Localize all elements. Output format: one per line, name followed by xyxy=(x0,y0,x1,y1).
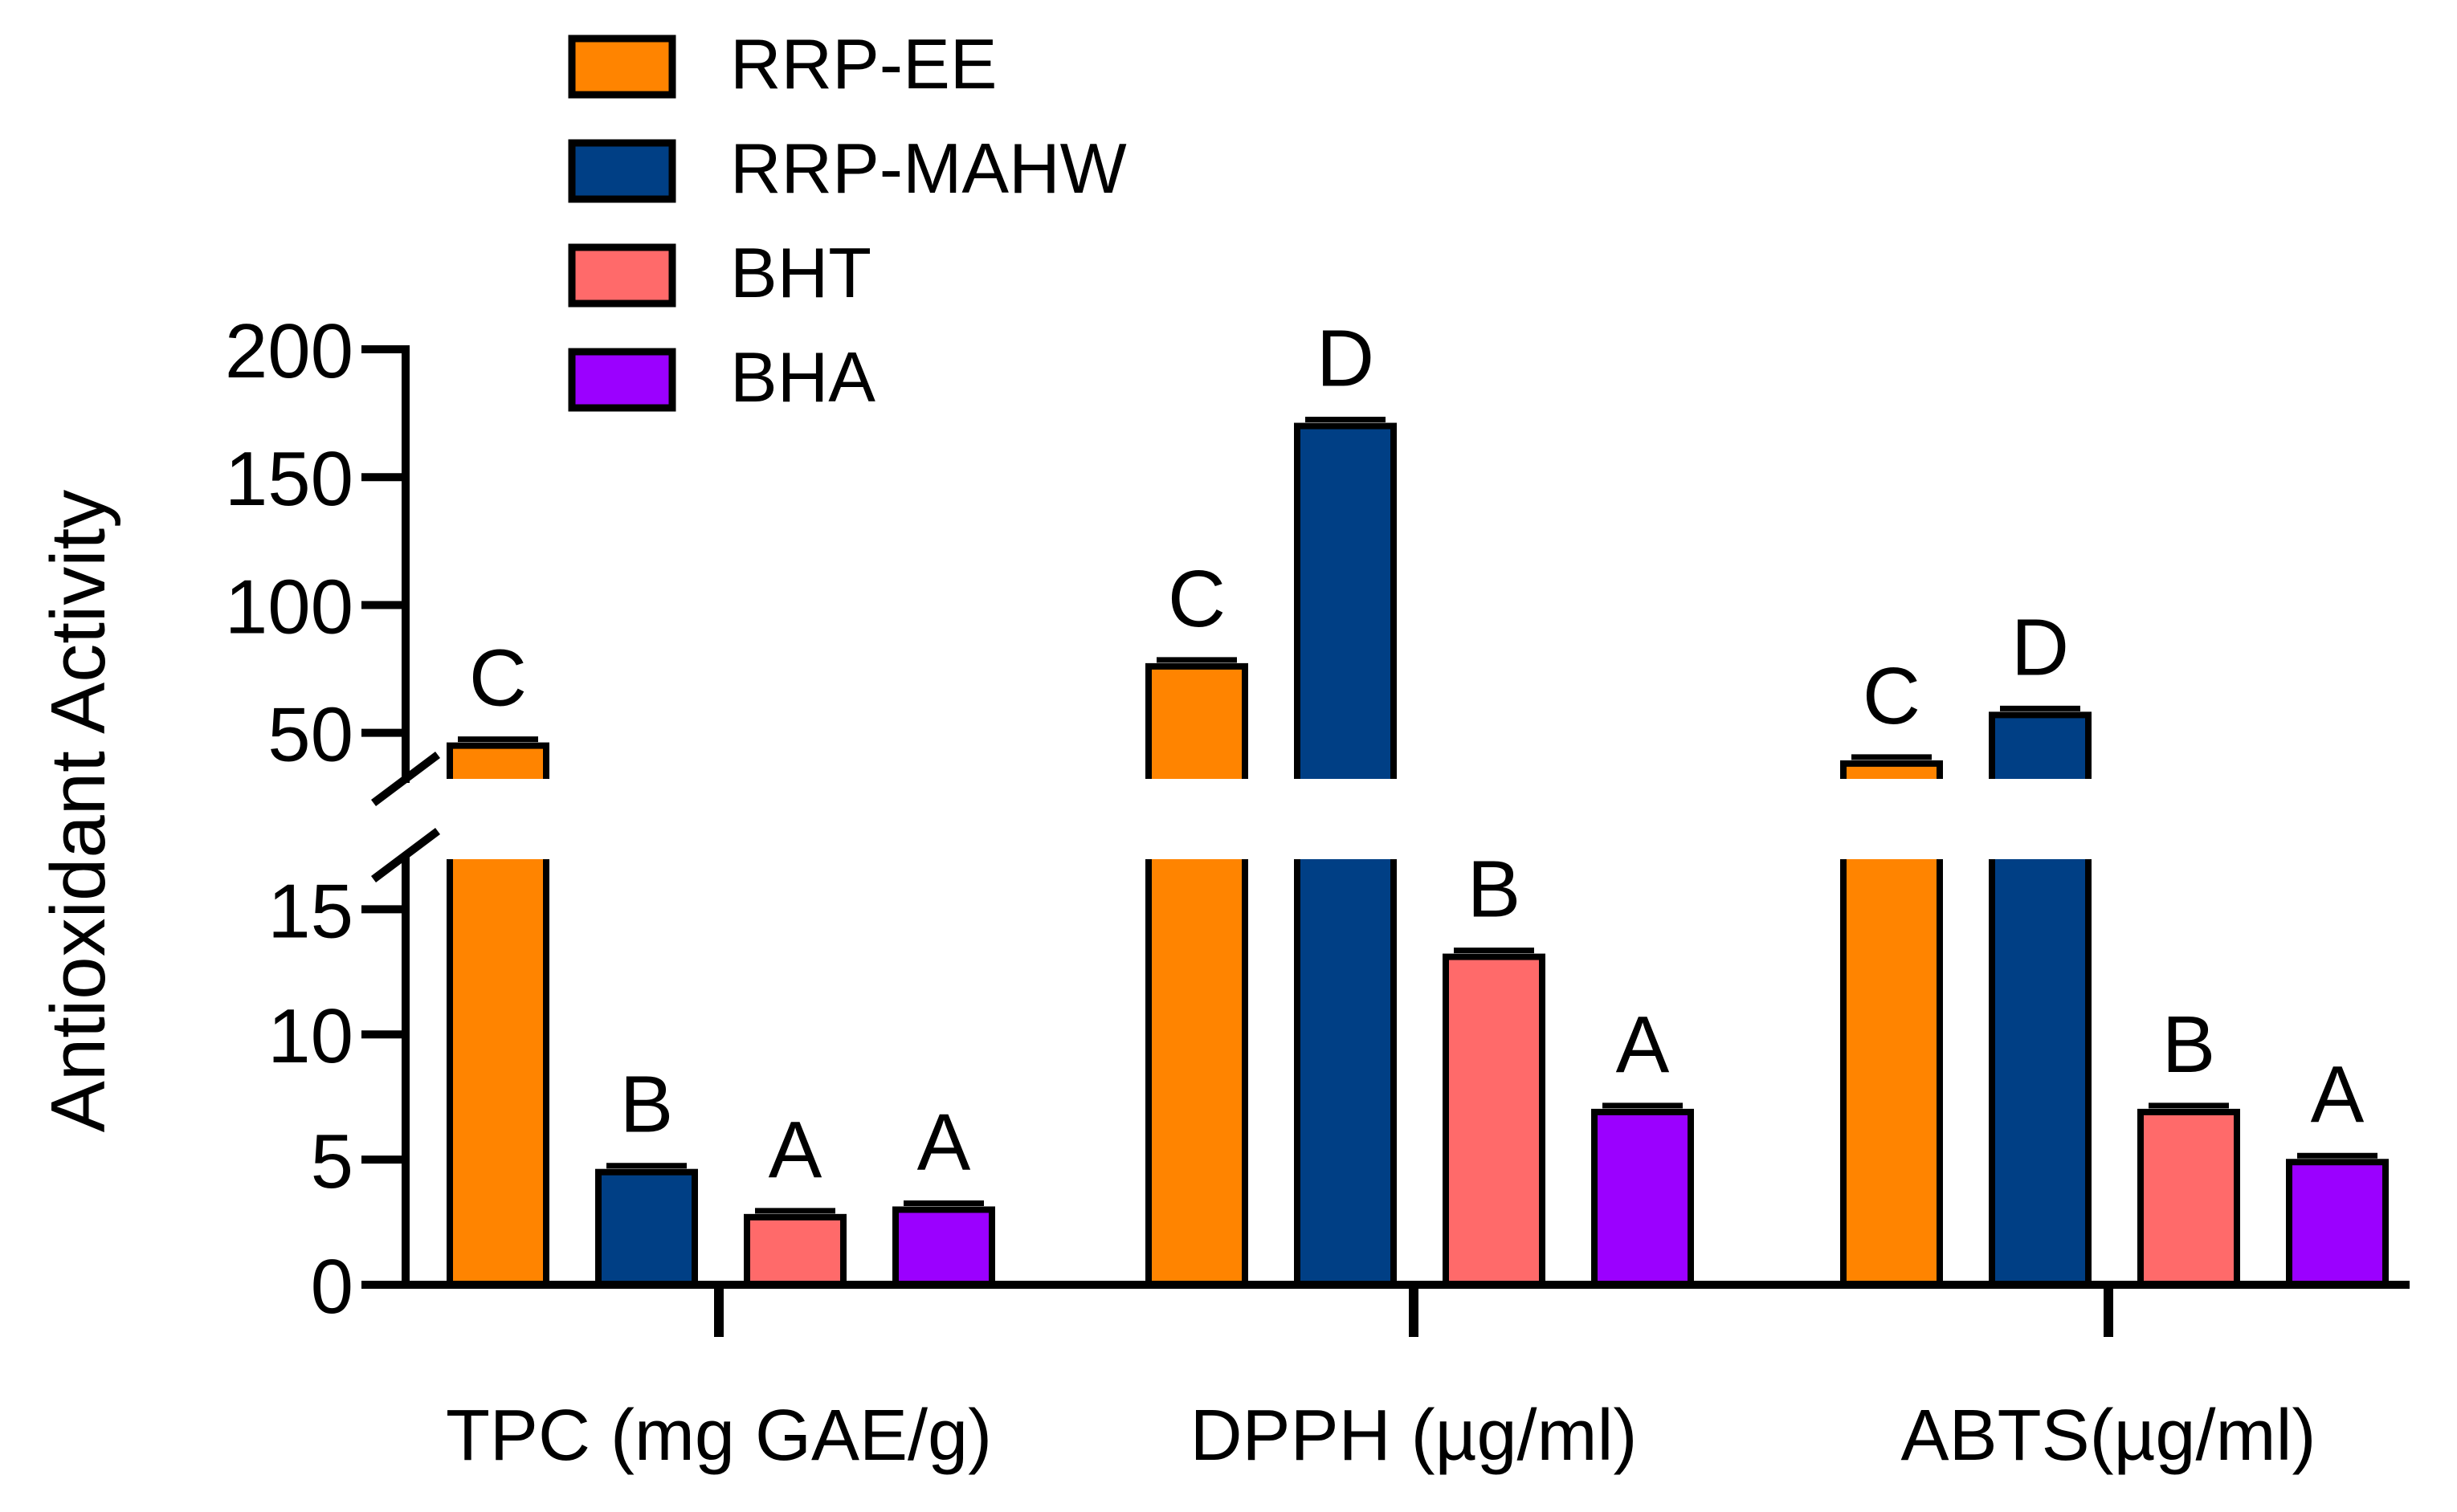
bar-rect xyxy=(2137,1108,2240,1288)
bar-rrp-ee-2: C xyxy=(1141,554,1253,1288)
bar-lower-segment xyxy=(1840,856,1943,1288)
bar-rrp-ee-3: C xyxy=(1835,651,1948,1288)
significance-letter: B xyxy=(620,1060,674,1150)
y-tick-label: 10 xyxy=(267,993,353,1079)
bar-bht-3: B xyxy=(2137,1000,2240,1288)
significance-letter: A xyxy=(1616,1000,1670,1090)
bar-lower-segment xyxy=(1145,856,1248,1288)
legend: RRP-EE RRP-MAHW BHT BHA xyxy=(568,24,1127,417)
break-gap xyxy=(1141,779,1253,859)
bar-rect xyxy=(892,1206,995,1288)
y-tick-label: 15 xyxy=(267,868,353,954)
break-gap xyxy=(1984,779,2096,859)
significance-letter: A xyxy=(917,1097,971,1187)
bar-rect xyxy=(2286,1159,2389,1289)
significance-letter: C xyxy=(1168,554,1226,644)
y-tick-label: 150 xyxy=(225,436,353,522)
axes: 0 5 10 15 50 100 150 200 TPC (mg GAE/g) DPPH (µg/… xyxy=(225,308,2410,1476)
legend-label: RRP-MAHW xyxy=(730,128,1127,208)
x-category-label: TPC (mg GAE/g) xyxy=(446,1396,992,1476)
bar-lower-segment xyxy=(447,856,549,1288)
bar-upper-segment xyxy=(1294,422,1397,782)
break-gap xyxy=(442,779,554,859)
legend-label: RRP-EE xyxy=(730,24,998,104)
bar-upper-segment xyxy=(447,742,549,783)
legend-item-rrp-ee: RRP-EE xyxy=(568,24,998,104)
bar-bha-3: A xyxy=(2286,1049,2389,1289)
bar-rrp-mahw-2: D xyxy=(1289,314,1402,1288)
legend-item-bht: BHT xyxy=(568,233,871,312)
significance-letter: B xyxy=(2162,1000,2216,1090)
significance-letter: B xyxy=(1467,845,1521,935)
axis-break-mark xyxy=(371,828,440,882)
significance-letter: D xyxy=(2011,602,2069,692)
y-tick-label: 0 xyxy=(311,1244,353,1330)
bar-bht-2: B xyxy=(1443,845,1545,1289)
x-category-label: DPPH (µg/ml) xyxy=(1190,1396,1638,1476)
bar-lower-segment xyxy=(1294,856,1397,1288)
bar-lower-segment xyxy=(1989,856,2092,1288)
legend-swatch xyxy=(568,348,676,412)
legend-item-bha: BHA xyxy=(568,337,875,417)
bar-upper-segment xyxy=(1989,711,2092,782)
y-tick-label: 100 xyxy=(225,564,353,650)
break-gap xyxy=(1835,779,1948,859)
y-axis-label: Antioxidant Activity xyxy=(35,490,121,1132)
significance-letter: D xyxy=(1316,314,1374,404)
legend-item-rrp-mahw: RRP-MAHW xyxy=(568,128,1127,208)
bar-rrp-mahw-1: B xyxy=(595,1060,698,1289)
bar-bha-1: A xyxy=(892,1097,995,1288)
break-gap xyxy=(1289,779,1402,859)
bar-upper-segment xyxy=(1145,662,1248,783)
legend-label: BHT xyxy=(730,233,871,312)
bar-rect xyxy=(1443,953,1545,1289)
legend-swatch xyxy=(568,243,676,308)
bar-bht-1: A xyxy=(744,1105,847,1288)
legend-swatch xyxy=(568,35,676,99)
legend-label: BHA xyxy=(730,337,875,417)
bars: C C C B D D A B B A A A xyxy=(442,314,2389,1289)
significance-letter: C xyxy=(469,634,527,723)
legend-swatch xyxy=(568,139,676,203)
y-tick-label: 5 xyxy=(311,1119,353,1204)
significance-letter: C xyxy=(1863,651,1920,741)
bar-rect xyxy=(744,1213,847,1288)
significance-letter: A xyxy=(769,1105,822,1195)
y-tick-label: 50 xyxy=(267,692,353,778)
x-category-label: ABTS(µg/ml) xyxy=(1901,1396,2316,1476)
bar-rect xyxy=(1591,1108,1694,1288)
bar-rrp-ee-1: C xyxy=(442,634,554,1288)
bar-rrp-mahw-3: D xyxy=(1984,602,2096,1288)
bar-rect xyxy=(595,1168,698,1289)
significance-letter: A xyxy=(2311,1049,2365,1139)
axis-break-mark xyxy=(371,752,440,806)
bar-bha-2: A xyxy=(1591,1000,1694,1288)
y-tick-label: 200 xyxy=(225,308,353,394)
